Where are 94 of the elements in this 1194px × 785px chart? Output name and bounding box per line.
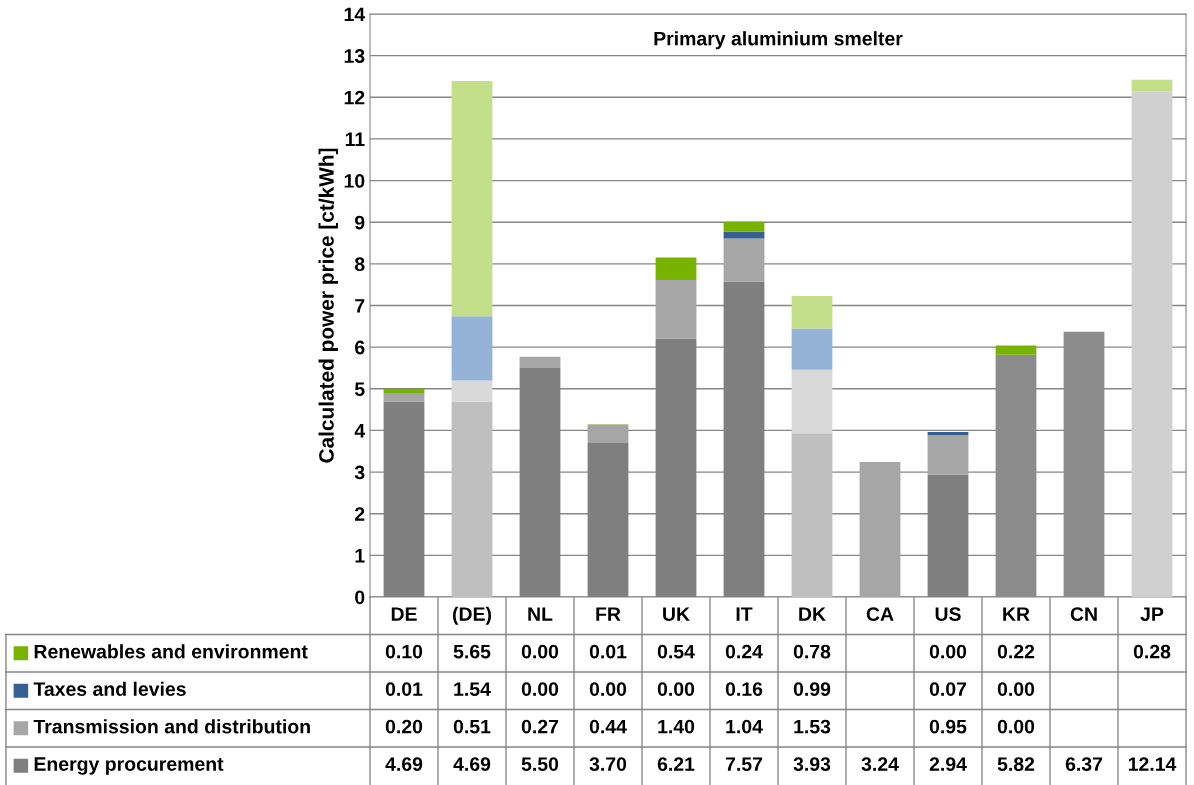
data-label: 6.37 (1065, 757, 1103, 771)
data-label: 1.54 (454, 682, 491, 696)
y-tick-label: 8 (354, 257, 365, 272)
y-tick-label: 5 (354, 382, 365, 397)
y-tick-label: 12 (344, 90, 365, 105)
data-label: 0.51 (453, 719, 491, 734)
x-tick-label: JP (1140, 607, 1164, 621)
legend-label: Taxes and levies (33, 681, 186, 696)
x-tick-label: FR (596, 607, 621, 621)
x-tick-label: KR (1003, 607, 1030, 621)
data-label: 0.99 (793, 682, 831, 696)
bar (451, 380, 493, 402)
bar (451, 81, 493, 317)
data-label: 0.28 (1133, 644, 1171, 659)
data-label: 0.44 (589, 719, 627, 734)
data-label: 5.50 (521, 757, 559, 771)
y-tick-label: 2 (355, 507, 365, 521)
data-label: 0.27 (521, 719, 559, 734)
legend-label: Transmission and distribution (33, 719, 310, 734)
data-label: 0.54 (657, 644, 695, 659)
x-tick-label: (DE) (452, 606, 492, 625)
bar (383, 393, 425, 402)
bar (519, 356, 561, 368)
data-label: 0.10 (385, 644, 423, 659)
data-label: 12.14 (1128, 757, 1177, 771)
y-axis-title: Calculated power price [ct/kWh] (318, 148, 338, 463)
bar (655, 257, 697, 281)
text: Primary aluminium smelter (654, 31, 903, 50)
x-tick-label: DE (391, 607, 417, 621)
bar (791, 433, 833, 597)
bar (1131, 91, 1173, 597)
data-label: 3.24 (861, 757, 899, 771)
x-tick-label: UK (663, 607, 690, 621)
x-tick-label: DK (799, 607, 826, 621)
data-label: 0.20 (385, 719, 423, 734)
data-label: 0.01 (589, 644, 627, 659)
x-tick-label: IT (736, 607, 753, 621)
data-label: 1.40 (658, 719, 695, 734)
x-tick-label: NL (528, 607, 553, 621)
data-label: 5.82 (997, 757, 1035, 771)
data-label: 0.95 (929, 719, 967, 734)
data-label: 6.21 (657, 757, 695, 771)
x-tick-label: CN (1070, 607, 1097, 621)
bar (791, 328, 833, 370)
data-label: 4.69 (453, 757, 491, 771)
data-label: 1.53 (794, 719, 831, 734)
y-tick-label: 4 (354, 424, 366, 438)
y-tick-label: 10 (344, 174, 365, 188)
data-label: 7.57 (725, 757, 763, 771)
bar (655, 280, 697, 339)
data-label: 0.00 (997, 682, 1035, 696)
y-tick-label: 7 (355, 299, 365, 313)
data-label: 0.00 (521, 682, 559, 696)
bar (995, 345, 1037, 355)
data-label: 0.00 (589, 682, 627, 696)
bar (451, 401, 493, 597)
data-label: 4.69 (385, 757, 423, 771)
legend-label: Renewables and environment (34, 644, 308, 659)
data-label: 0.07 (929, 682, 967, 696)
data-label: 3.93 (793, 757, 831, 771)
data-label: 0.00 (929, 644, 967, 659)
bar (927, 435, 969, 475)
bar (791, 295, 833, 329)
data-label: 0.16 (725, 682, 763, 696)
bar (723, 238, 765, 282)
bar (927, 432, 969, 436)
data-label: 3.70 (589, 757, 627, 771)
bar (587, 424, 629, 443)
bar (451, 316, 493, 381)
y-tick-label: 0 (355, 590, 365, 605)
data-label: 1.04 (726, 719, 763, 734)
y-tick-label: 11 (345, 132, 365, 146)
data-label: 2.94 (929, 757, 967, 771)
y-tick-label: 9 (355, 215, 365, 230)
y-tick-label: 3 (354, 465, 365, 480)
data-label: 0.78 (793, 644, 831, 659)
bar (1131, 79, 1173, 92)
data-label: 5.65 (453, 644, 491, 659)
x-tick-label: CA (866, 607, 894, 621)
bar (791, 369, 833, 434)
bar (723, 221, 765, 232)
legend-label: Energy procurement (34, 757, 224, 775)
bar (383, 388, 425, 393)
data-label: 0.24 (725, 644, 763, 659)
x-tick-label: US (935, 607, 961, 621)
y-tick-label: 14 (344, 7, 366, 22)
data-label: 0.00 (657, 682, 695, 696)
data-label: 0.00 (997, 719, 1035, 734)
y-tick-label: 6 (355, 340, 365, 355)
data-label: 0.01 (385, 682, 423, 696)
data-label: 0.22 (997, 644, 1035, 659)
data-label: 0.00 (521, 644, 559, 659)
y-tick-label: 13 (344, 49, 365, 63)
y-tick-label: 1 (355, 549, 365, 563)
